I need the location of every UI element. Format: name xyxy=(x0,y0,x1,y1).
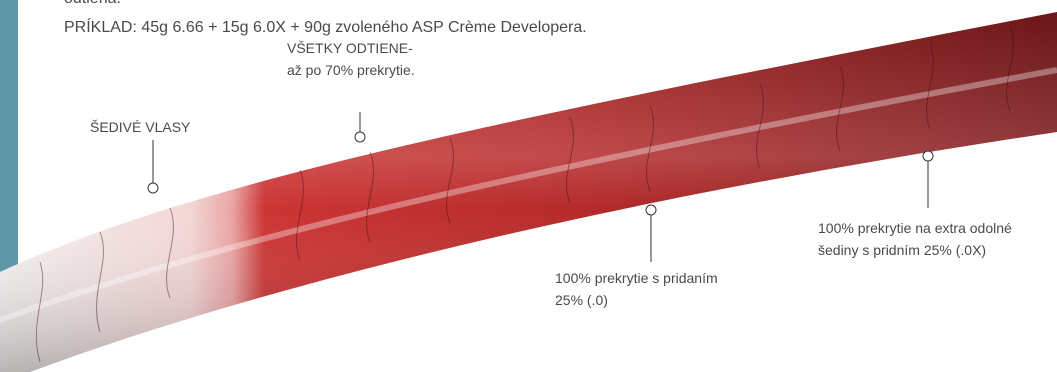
cuticle-lines xyxy=(35,25,1014,363)
intro-text: odtieňa. xyxy=(64,0,121,9)
callout-label: VŠETKY ODTIENE- xyxy=(287,40,413,56)
callout-label: 100% prekrytie s pridaním xyxy=(555,270,718,286)
callout-label: až po 70% prekrytie. xyxy=(287,62,415,78)
callout-label: 25% (.0) xyxy=(555,292,608,308)
example-text: PRÍKLAD: 45g 6.66 + 15g 6.0X + 90g zvole… xyxy=(64,19,587,36)
hair-shading xyxy=(0,12,1057,372)
callout-pointers xyxy=(147,112,934,262)
callout-label: 100% prekrytie na extra odolné xyxy=(818,220,1012,236)
callout-label: šediny s pridním 25% (.0X) xyxy=(818,242,987,258)
hair-highlight xyxy=(0,67,1057,323)
callout-label: ŠEDIVÉ VLASY xyxy=(90,119,191,135)
